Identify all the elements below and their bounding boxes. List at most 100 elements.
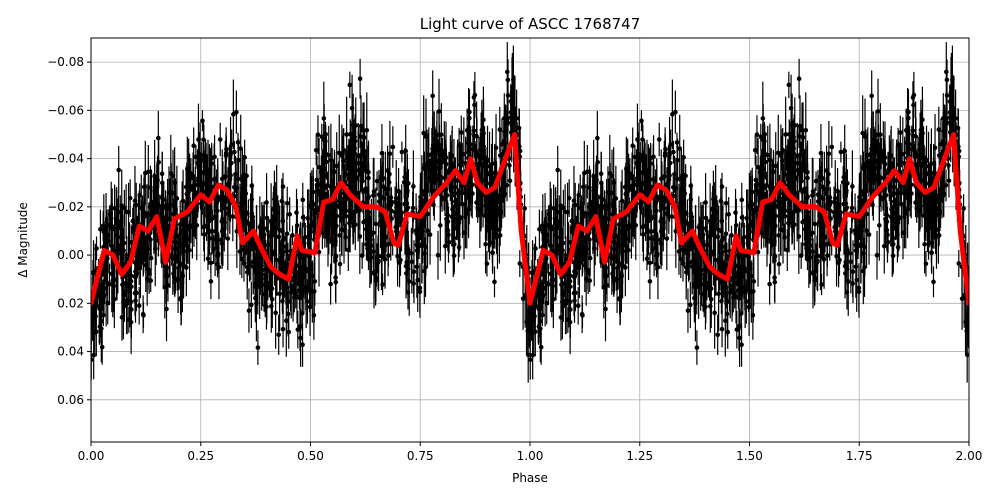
data-point — [558, 224, 563, 229]
data-point — [397, 202, 402, 207]
data-point — [301, 266, 306, 271]
data-point — [447, 240, 452, 245]
data-point — [723, 244, 728, 249]
data-point — [137, 303, 142, 308]
data-point — [249, 303, 254, 308]
data-point — [380, 151, 385, 156]
data-point — [260, 233, 265, 238]
data-point — [379, 254, 384, 259]
data-point — [316, 188, 321, 193]
data-point — [403, 149, 408, 154]
data-point — [819, 151, 824, 156]
data-point — [474, 149, 479, 154]
data-point — [901, 230, 906, 235]
data-point — [278, 260, 283, 265]
data-point — [325, 214, 330, 219]
data-point — [372, 189, 377, 194]
data-point — [591, 174, 596, 179]
data-point — [490, 221, 495, 226]
data-point — [352, 210, 357, 215]
data-point — [385, 191, 390, 196]
data-point — [277, 235, 282, 240]
data-point — [122, 304, 127, 309]
data-point — [440, 152, 445, 157]
data-point — [957, 261, 962, 266]
data-point — [202, 232, 207, 237]
data-point — [343, 235, 348, 240]
data-point — [449, 215, 454, 220]
data-point — [521, 296, 526, 301]
data-point — [160, 171, 165, 176]
data-point — [185, 191, 190, 196]
data-point — [432, 180, 437, 185]
data-point — [931, 280, 936, 285]
data-point — [284, 318, 289, 323]
data-point — [243, 212, 248, 217]
data-point — [220, 177, 225, 182]
data-point — [724, 201, 729, 206]
data-point — [209, 279, 214, 284]
data-point — [269, 220, 274, 225]
data-point — [227, 170, 232, 175]
data-point — [276, 332, 281, 337]
data-point — [411, 206, 416, 211]
data-point — [133, 298, 138, 303]
data-point — [665, 236, 670, 241]
data-point — [767, 282, 772, 287]
data-point — [239, 201, 244, 206]
data-point — [406, 290, 411, 295]
data-point — [595, 136, 600, 141]
data-point — [171, 271, 176, 276]
data-point — [545, 239, 550, 244]
data-point — [232, 150, 237, 155]
data-point — [340, 227, 345, 232]
data-point — [187, 170, 192, 175]
data-point — [810, 193, 815, 198]
data-point — [867, 232, 872, 237]
data-point — [308, 305, 313, 310]
data-point — [185, 227, 190, 232]
data-point — [269, 304, 274, 309]
data-point — [364, 227, 369, 232]
data-point — [362, 135, 367, 140]
data-point — [119, 203, 124, 208]
data-point — [338, 262, 343, 267]
data-point — [294, 210, 299, 215]
data-point — [937, 233, 942, 238]
data-point — [723, 249, 728, 254]
data-point — [171, 174, 176, 179]
data-point — [648, 156, 653, 161]
data-point — [807, 249, 812, 254]
data-point — [378, 213, 383, 218]
data-point — [797, 76, 802, 81]
data-point — [382, 196, 387, 201]
data-point — [148, 237, 153, 242]
data-point — [472, 128, 477, 133]
data-point — [265, 287, 270, 292]
data-point — [849, 259, 854, 264]
data-point — [811, 271, 816, 276]
data-point — [344, 132, 349, 137]
data-point — [459, 160, 464, 165]
data-point — [361, 220, 366, 225]
data-point — [290, 233, 295, 238]
data-point — [328, 282, 333, 287]
data-point — [662, 206, 667, 211]
data-point — [657, 137, 662, 142]
data-point — [273, 311, 278, 316]
data-point — [800, 220, 805, 225]
data-point — [285, 201, 290, 206]
data-point — [418, 286, 423, 291]
data-point — [424, 134, 429, 139]
data-point — [777, 262, 782, 267]
data-point — [315, 183, 320, 188]
data-point — [585, 169, 590, 174]
data-point — [142, 210, 147, 215]
data-point — [863, 245, 868, 250]
data-point — [312, 313, 317, 318]
data-point — [206, 256, 211, 261]
data-point — [555, 168, 560, 173]
data-point — [321, 180, 326, 185]
data-point — [689, 183, 694, 188]
data-point — [312, 221, 317, 226]
